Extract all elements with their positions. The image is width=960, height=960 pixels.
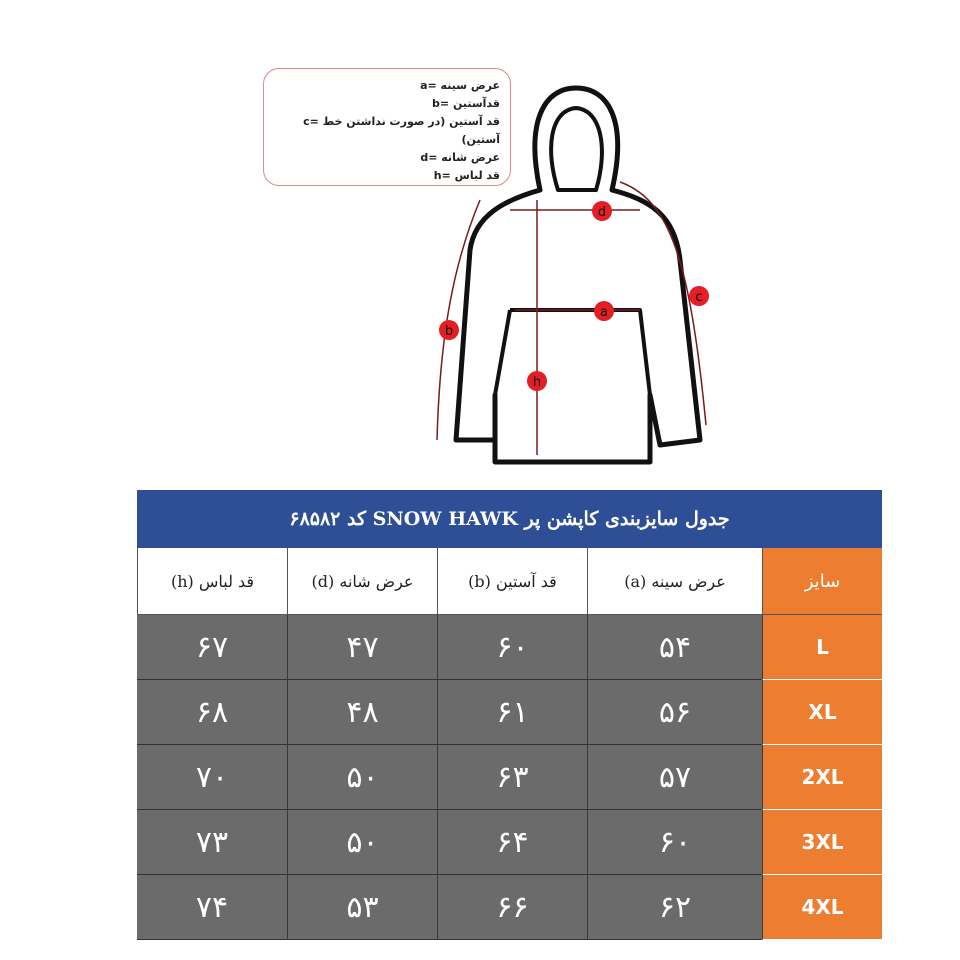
label-h: h xyxy=(533,375,541,390)
label-c: c xyxy=(695,290,702,305)
cell-shoulder: ۵۰ xyxy=(287,745,437,810)
cell-size: 3XL xyxy=(762,810,882,875)
label-d: d xyxy=(598,205,606,220)
hood-opening xyxy=(549,106,604,192)
table-row: XL ۵۶ ۶۱ ۴۸ ۶۸ xyxy=(137,680,882,745)
marker-c xyxy=(689,286,709,306)
table-row: 2XL ۵۷ ۶۳ ۵۰ ۷۰ xyxy=(137,745,882,810)
marker-d xyxy=(592,201,612,221)
table-row: 3XL ۶۰ ۶۴ ۵۰ ۷۳ xyxy=(137,810,882,875)
marker-b xyxy=(439,320,459,340)
cell-sleeve: ۶۴ xyxy=(437,810,587,875)
cell-shoulder: ۴۷ xyxy=(287,615,437,680)
cell-sleeve: ۶۳ xyxy=(437,745,587,810)
hoodie-outline xyxy=(453,85,703,465)
marker-h xyxy=(527,371,547,391)
cell-length: ۷۰ xyxy=(137,745,287,810)
header-sleeve: قد آستین (b) xyxy=(437,548,587,615)
pocket-line xyxy=(493,308,652,396)
cell-size: XL xyxy=(762,680,882,745)
header-length: قد لباس (h) xyxy=(137,548,287,615)
legend-item-h: h= قد لباس xyxy=(433,169,500,182)
measurement-legend: a= عرض سینه b= قدآستین c= قد آستین (در ص… xyxy=(263,68,511,186)
legend-item-b: b= قدآستین xyxy=(432,97,500,110)
cell-sleeve: ۶۶ xyxy=(437,875,587,940)
legend-item-c: c= قد آستین (در صورت نداشتن خط آستین) xyxy=(303,115,500,146)
cell-length: ۶۸ xyxy=(137,680,287,745)
cell-chest: ۵۴ xyxy=(587,615,762,680)
table-title: جدول سایزبندی کاپشن پر SNOW HAWK کد ۶۸۵۸… xyxy=(137,490,882,548)
header-chest: عرض سینه (a) xyxy=(587,548,762,615)
cell-chest: ۵۶ xyxy=(587,680,762,745)
cell-sleeve: ۶۰ xyxy=(437,615,587,680)
header-shoulder: عرض شانه (d) xyxy=(287,548,437,615)
table-row: 4XL ۶۲ ۶۶ ۵۳ ۷۴ xyxy=(137,875,882,940)
cell-shoulder: ۵۳ xyxy=(287,875,437,940)
table-row: L ۵۴ ۶۰ ۴۷ ۶۷ xyxy=(137,615,882,680)
cell-chest: ۶۰ xyxy=(587,810,762,875)
marker-a xyxy=(594,301,614,321)
cell-length: ۷۴ xyxy=(137,875,287,940)
size-table: جدول سایزبندی کاپشن پر SNOW HAWK کد ۶۸۵۸… xyxy=(137,490,882,940)
cell-chest: ۵۷ xyxy=(587,745,762,810)
measurement-markers xyxy=(439,201,709,391)
cell-length: ۶۷ xyxy=(137,615,287,680)
label-b: b xyxy=(445,324,453,339)
cell-size: L xyxy=(762,615,882,680)
hoodie-diagram: d a h b c xyxy=(436,85,709,465)
cell-size: 2XL xyxy=(762,745,882,810)
legend-item-a: a= عرض سینه xyxy=(420,79,500,92)
cell-shoulder: ۵۰ xyxy=(287,810,437,875)
label-a: a xyxy=(600,305,608,320)
header-size: سایز xyxy=(762,548,882,615)
cell-shoulder: ۴۸ xyxy=(287,680,437,745)
cell-sleeve: ۶۱ xyxy=(437,680,587,745)
legend-item-d: d= عرض شانه xyxy=(420,151,500,164)
table-header-row: سایز عرض سینه (a) قد آستین (b) عرض شانه … xyxy=(137,548,882,615)
cell-chest: ۶۲ xyxy=(587,875,762,940)
cell-size: 4XL xyxy=(762,875,882,940)
cell-length: ۷۳ xyxy=(137,810,287,875)
